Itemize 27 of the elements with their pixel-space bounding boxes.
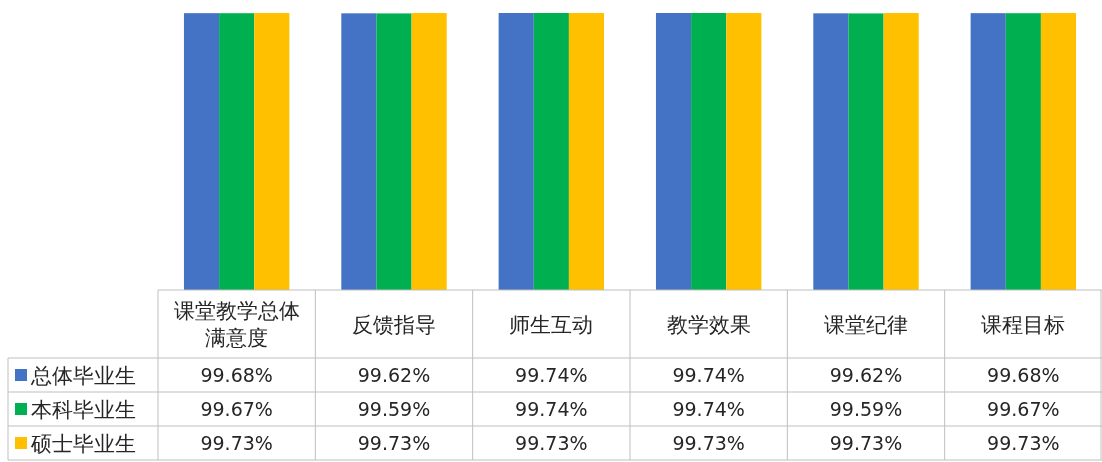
data-label: 99.73% <box>515 432 588 454</box>
data-label: 99.74% <box>515 364 588 386</box>
data-label: 99.59% <box>829 398 903 420</box>
x-tick-label: 课堂教学总体满意度 <box>173 299 300 350</box>
data-label: 99.62% <box>357 364 431 386</box>
data-label: 99.68% <box>987 364 1060 386</box>
data-label: 99.73% <box>987 432 1060 454</box>
legend-label: 本科毕业生 <box>31 397 136 422</box>
x-tick-label: 课堂纪律 <box>824 312 908 337</box>
x-tick-label: 课程目标 <box>981 312 1066 337</box>
data-label: 99.68% <box>200 364 273 386</box>
data-label: 99.73% <box>672 432 745 454</box>
data-label: 99.59% <box>357 398 431 420</box>
data-label: 99.74% <box>515 398 588 420</box>
data-label: 99.74% <box>672 398 745 420</box>
x-tick-label: 教学效果 <box>666 312 751 337</box>
x-tick-label: 师生互动 <box>509 312 594 337</box>
x-tick-label: 反馈指导 <box>352 312 436 337</box>
data-label: 99.73% <box>357 432 431 454</box>
legend-label: 总体毕业生 <box>30 363 136 388</box>
legend-label: 硕士毕业生 <box>30 431 136 456</box>
data-label: 99.67% <box>987 398 1060 420</box>
data-label: 99.67% <box>200 398 273 420</box>
data-label: 99.73% <box>829 432 903 454</box>
data-label: 99.62% <box>829 364 903 386</box>
data-label: 99.74% <box>672 364 745 386</box>
data-label: 99.73% <box>200 432 273 454</box>
